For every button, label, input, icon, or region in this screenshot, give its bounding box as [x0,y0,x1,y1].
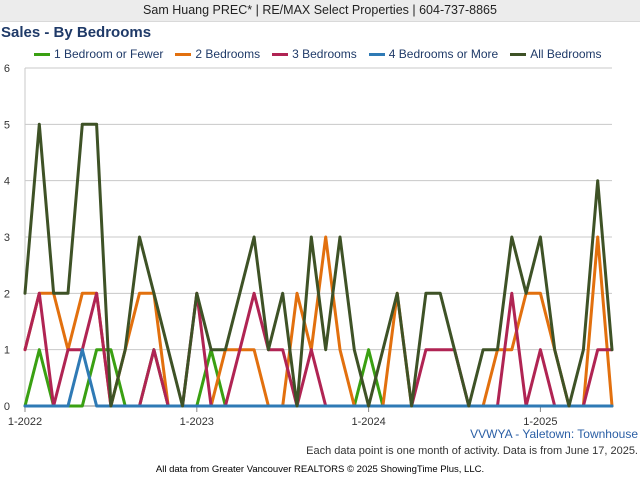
chart-legend: 1 Bedroom or Fewer 2 Bedrooms 3 Bedrooms… [34,46,614,62]
data-note: Each data point is one month of activity… [306,445,638,457]
region-label: VVWYA - Yaletown: Townhouse [470,427,638,441]
legend-item-all-bedrooms[interactable]: All Bedrooms [510,46,602,62]
legend-item-4-bedrooms[interactable]: 4 Bedrooms or More [368,46,499,62]
x-tick-label: 1-2025 [523,416,557,428]
y-tick-label: 5 [4,119,10,131]
header-banner: Sam Huang PREC* | RE/MAX Select Properti… [0,0,640,22]
y-tick-label: 6 [4,63,10,75]
legend-swatch-icon [175,52,192,56]
y-tick-label: 0 [4,401,10,413]
y-tick-label: 3 [4,232,10,244]
x-tick-label: 1-2024 [351,416,385,428]
legend-swatch-icon [34,52,50,56]
x-tick-label: 1-2022 [8,416,42,428]
legend-swatch-icon [272,52,289,56]
legend-label: 3 Bedrooms [292,47,357,61]
legend-label: 1 Bedroom or Fewer [54,47,164,61]
chart-title: Sales - By Bedrooms [1,24,152,41]
y-tick-label: 4 [4,176,10,188]
series-line-all-bedrooms [23,122,614,408]
x-tick-label: 1-2023 [180,416,214,428]
y-tick-label: 2 [4,288,10,300]
legend-swatch-icon [510,52,527,56]
series-line-4-bedrooms-or-more [23,348,614,408]
legend-label: 4 Bedrooms or More [388,47,499,61]
legend-label: All Bedrooms [530,47,602,61]
source-footer: All data from Greater Vancouver REALTORS… [155,464,485,475]
legend-swatch-icon [368,52,385,56]
legend-label: 2 Bedrooms [195,47,261,61]
y-tick-label: 1 [4,345,10,357]
legend-item-3-bedrooms[interactable]: 3 Bedrooms [272,46,357,62]
legend-item-2-bedrooms[interactable]: 2 Bedrooms [175,46,260,62]
legend-item-1-bedroom[interactable]: 1 Bedroom or Fewer [34,46,163,62]
